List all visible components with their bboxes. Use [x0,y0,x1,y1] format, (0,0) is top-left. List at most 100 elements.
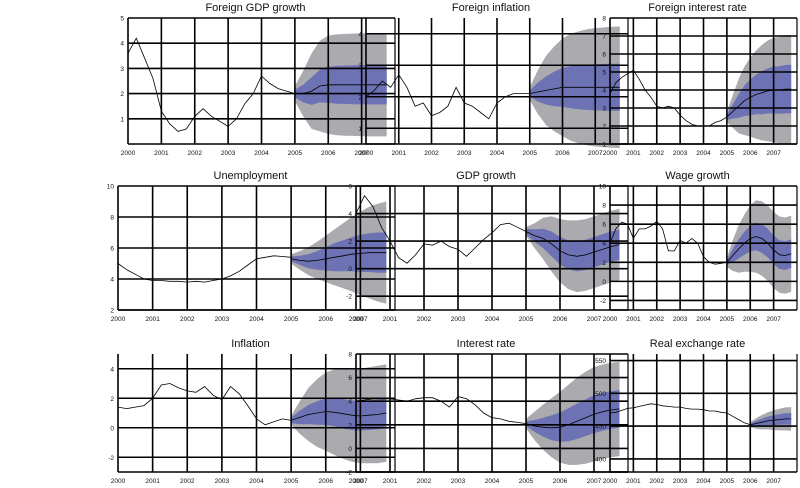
x-tick-label: 2000 [111,478,126,485]
forecast-mean-line [290,411,387,421]
x-tick-label: 2004 [485,478,500,485]
y-tick-label: 500 [595,391,606,398]
y-tick-label: 1 [358,126,362,133]
forecast-band-inner [291,232,387,273]
history-line [609,403,751,426]
y-tick-label: 2 [358,94,362,101]
forecast-band-inner [526,228,620,272]
chart-svg: 1 2 3 4 5 2000 2001 2002 2003 2004 2005 2006 2007 [120,16,396,157]
x-tick-label: 2000 [121,150,136,157]
y-tick-label: 6 [602,52,606,59]
chart-title: Foreign inflation [451,2,531,14]
x-tick-label: 2005 [288,150,303,157]
y-tick-label: 5 [602,70,606,77]
x-tick-label: 2002 [417,316,432,323]
x-tick-label: 2003 [215,316,230,323]
forecast-mean-line [750,418,792,426]
x-tick-label: 2006 [553,478,568,485]
x-tick-label: 2001 [392,150,407,157]
chart-title: Interest rate [456,338,516,350]
y-tick-label: 2 [120,91,124,98]
chart-panel: GDP growth -2 0 2 4 6 2000 2001 2002 2003 2004 2005… [341,168,631,326]
x-tick-label: 2004 [485,316,500,323]
x-tick-label: 2001 [145,478,160,485]
history-line [117,255,292,283]
y-tick-label: 4 [602,88,606,95]
history-line [127,37,296,132]
y-tick-label: 4 [602,241,606,248]
forecast-band-inner [726,222,792,270]
x-tick-label: 2001 [383,316,398,323]
y-tick-label: -2 [346,294,352,301]
x-tick-label: 2003 [215,478,230,485]
chart-svg: -2 0 2 4 6 2000 2001 2002 2003 2004 2005 2006 2007 [346,184,629,323]
y-tick-label: 8 [348,352,352,359]
y-tick-label: 6 [348,375,352,382]
x-tick-label: 2002 [650,478,665,485]
x-tick-label: 2000 [603,150,618,157]
chart-title: GDP growth [456,170,516,182]
y-tick-label: 4 [110,366,114,373]
x-tick-label: 2001 [383,478,398,485]
x-tick-label: 2007 [766,478,781,485]
chart-panel: Foreign GDP growth 1 2 3 4 5 2000 2001 2002 2003 2… [113,0,398,160]
x-tick-label: 2001 [626,478,641,485]
y-tick-label: 3 [120,66,124,73]
x-tick-label: 2002 [188,150,203,157]
x-tick-label: 2007 [353,316,368,323]
y-tick-label: 7 [602,34,606,41]
y-tick-label: -2 [346,470,352,477]
y-tick-label: 2 [110,396,114,403]
chart-panel: Unemployment 2 4 6 8 10 2000 2001 2002 2003 2004 20… [103,168,398,326]
x-tick-label: 2002 [650,150,665,157]
forecast-mean-line [726,236,792,263]
chart-svg: -2 0 2 4 2000 2001 2002 2003 2004 2005 2006 2007 [108,354,396,485]
chart-title: Foreign interest rate [648,2,747,14]
y-tick-label: 3 [602,106,606,113]
chart-title: Unemployment [213,170,288,182]
x-tick-label: 2000 [359,150,374,157]
x-tick-label: 2006 [319,316,334,323]
x-tick-label: 2000 [603,316,618,323]
y-tick-label: 6 [110,246,114,253]
x-tick-label: 2003 [221,150,236,157]
history-line [355,396,527,424]
y-tick-label: 4 [110,277,114,284]
x-tick-label: 2005 [519,478,534,485]
chart-panel: Foreign inflation 1 2 3 4 2000 2001 2002 2003 200… [351,0,631,160]
forecast-mean-line [294,84,387,94]
chart-title: Inflation [231,338,270,350]
chart-title: Wage growth [665,170,730,182]
x-tick-label: 2004 [249,478,264,485]
y-tick-label: 6 [348,184,352,191]
x-tick-label: 2007 [766,150,781,157]
x-tick-label: 2004 [696,478,711,485]
x-tick-label: 2004 [696,150,711,157]
forecast-mean-line [529,86,620,94]
x-tick-label: 2006 [321,150,336,157]
x-tick-label: 2002 [180,478,195,485]
x-tick-label: 2001 [626,150,641,157]
y-tick-label: 1 [120,116,124,123]
x-tick-label: 2000 [603,478,618,485]
x-tick-label: 2005 [720,150,735,157]
history-line [609,220,727,265]
y-tick-label: 400 [595,456,606,463]
x-tick-label: 2003 [451,478,466,485]
y-tick-label: 1 [602,142,606,149]
x-tick-label: 2005 [284,316,299,323]
chart-panel: Inflation -2 0 2 4 2000 2001 2002 2003 2004 2005 20… [103,336,398,488]
x-tick-label: 2007 [353,478,368,485]
history-line [117,383,292,426]
chart-svg: 400 450 500 550 2000 2001 2002 2003 2004 2005 2006… [595,354,798,485]
y-tick-label: 550 [595,358,606,365]
y-tick-label: 2 [348,422,352,429]
y-tick-label: -2 [600,298,606,305]
y-tick-label: 0 [348,446,352,453]
x-tick-label: 2005 [523,150,538,157]
y-tick-label: 2 [602,260,606,267]
chart-svg: 1 2 3 4 2000 2001 2002 2003 2004 2005 2006 2007 [358,18,629,157]
y-tick-label: 5 [120,16,124,23]
chart-svg: -2 0 2 4 6 8 2000 2001 2002 2003 2004 2005 2006 2007 [346,352,629,485]
y-tick-label: 4 [348,211,352,218]
